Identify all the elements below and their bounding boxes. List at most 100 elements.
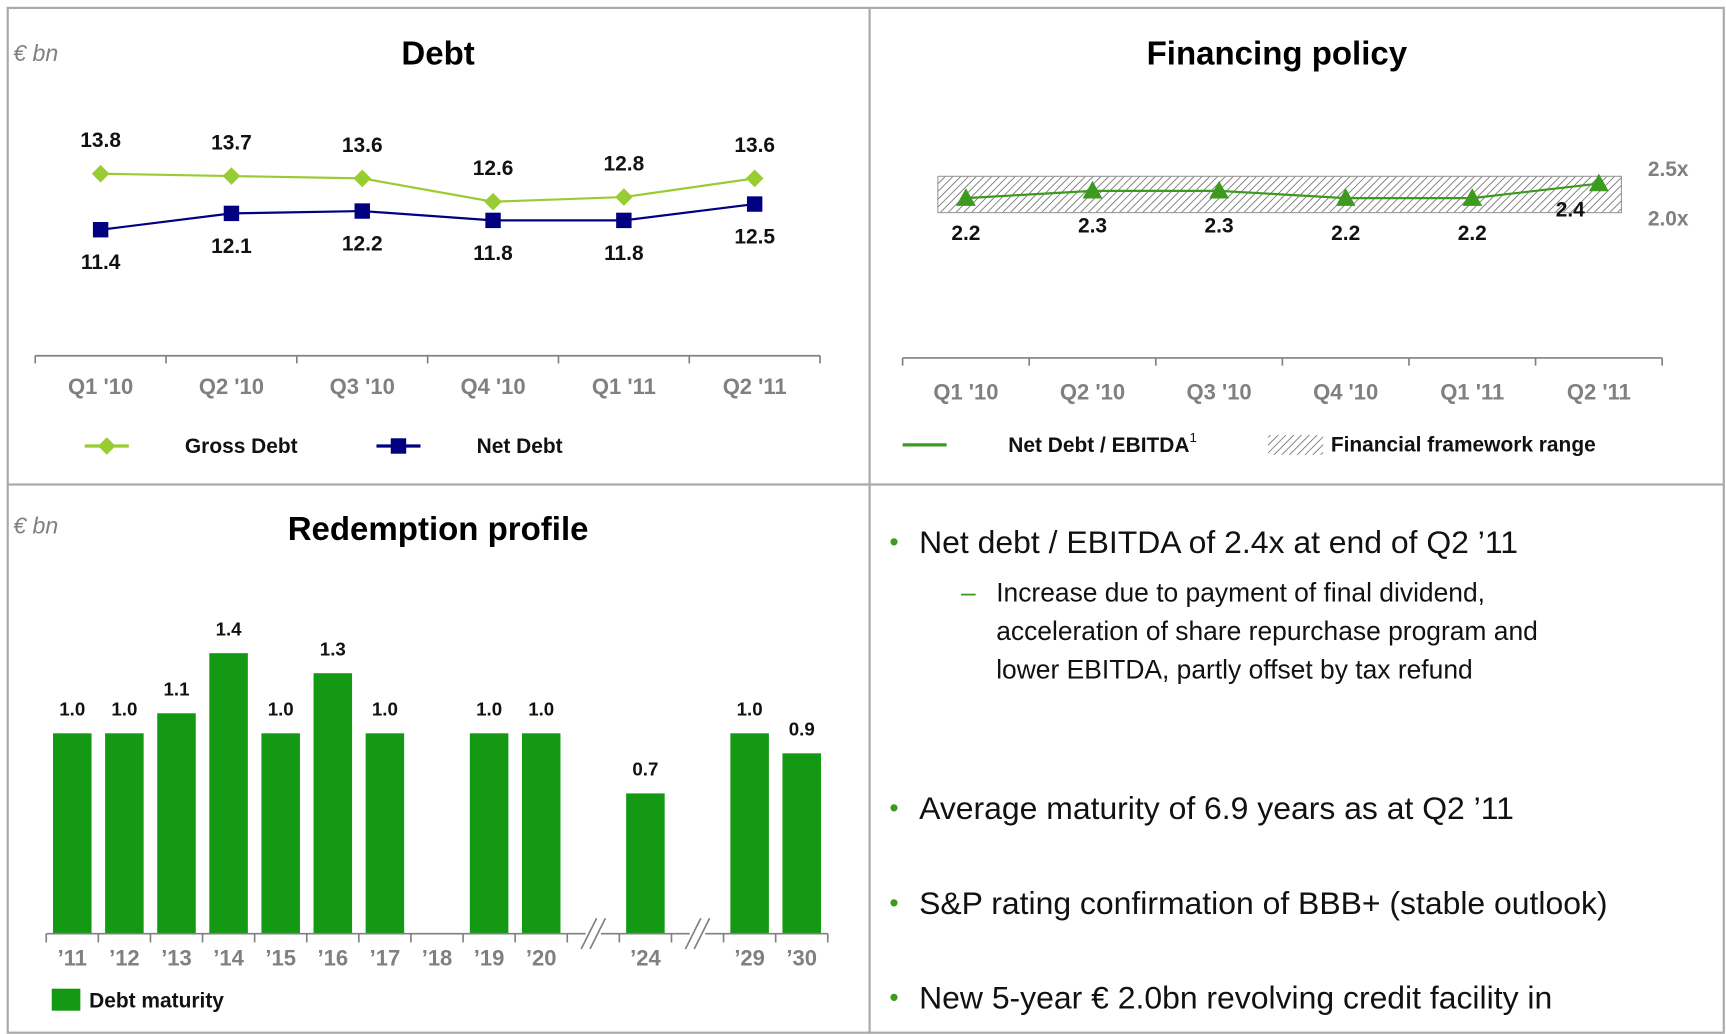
point bbox=[956, 188, 976, 206]
chart-title: Debt bbox=[401, 35, 474, 72]
data-label: 1.0 bbox=[737, 699, 763, 720]
axis-break bbox=[589, 917, 607, 950]
axis-break bbox=[580, 917, 598, 950]
axis-break bbox=[684, 917, 702, 950]
x-tick-label: Q1 '11 bbox=[1440, 380, 1504, 405]
data-label: 1.3 bbox=[320, 638, 346, 659]
x-tick-label: Q4 '10 bbox=[460, 374, 525, 399]
band-label: 2.0x bbox=[1648, 208, 1689, 231]
data-label: 0.9 bbox=[789, 719, 815, 740]
bar bbox=[105, 733, 144, 934]
x-tick-label: Q2 '10 bbox=[199, 374, 264, 399]
footnote-marker: 1 bbox=[1190, 430, 1197, 445]
point bbox=[91, 164, 110, 183]
x-tick-label: Q1 '11 bbox=[592, 374, 656, 399]
chart-title: Financing policy bbox=[1147, 35, 1408, 72]
sub-bullet-text: Increase due to payment of final dividen… bbox=[996, 577, 1485, 607]
legend-symbol bbox=[390, 438, 407, 454]
bullet-text: Average maturity of 6.9 years as at Q2 ’… bbox=[919, 790, 1514, 826]
x-tick-label: ’30 bbox=[786, 945, 817, 970]
x-tick-label: Q2 '10 bbox=[1060, 380, 1125, 405]
data-label: 12.8 bbox=[604, 153, 645, 176]
bar bbox=[157, 713, 196, 934]
point bbox=[222, 167, 241, 185]
x-tick-label: ’15 bbox=[265, 945, 296, 970]
data-label: 11.4 bbox=[81, 251, 121, 274]
bullet-dot: • bbox=[889, 888, 898, 918]
point bbox=[1462, 188, 1483, 206]
bar bbox=[730, 733, 769, 934]
data-label: 0.7 bbox=[632, 759, 658, 780]
data-label: 2.2 bbox=[951, 222, 980, 245]
legend-label: Financial framework range bbox=[1331, 433, 1596, 456]
data-label: 2.3 bbox=[1078, 215, 1107, 238]
x-tick-label: ’11 bbox=[58, 945, 87, 970]
bar bbox=[209, 653, 248, 934]
legend-label: Net Debt bbox=[477, 435, 563, 458]
point bbox=[485, 212, 501, 229]
data-label: 13.6 bbox=[342, 134, 383, 157]
legend-text: Net Debt / EBITDA bbox=[1008, 433, 1189, 456]
data-label: 12.5 bbox=[734, 226, 775, 249]
legend-text: Net Debt bbox=[477, 435, 563, 458]
legend-swatch bbox=[1268, 434, 1324, 455]
x-tick-label: ’18 bbox=[422, 945, 453, 970]
sub-bullet-text: acceleration of share repurchase program… bbox=[996, 616, 1538, 646]
x-tick-label: ’16 bbox=[318, 945, 349, 970]
x-tick-label: ’19 bbox=[474, 945, 505, 970]
x-tick-label: Q3 '10 bbox=[330, 374, 395, 399]
data-label: 1.0 bbox=[268, 699, 294, 720]
point bbox=[745, 169, 764, 188]
sub-dash: – bbox=[961, 577, 976, 607]
data-label: 2.4 bbox=[1556, 198, 1585, 221]
bullet-text: S&P rating confirmation of BBB+ (stable … bbox=[919, 885, 1607, 921]
x-tick-label: Q4 '10 bbox=[1313, 380, 1378, 405]
x-tick-label: Q2 '11 bbox=[723, 374, 787, 399]
legend-label: Gross Debt bbox=[185, 435, 298, 458]
bullet-dot: • bbox=[889, 982, 898, 1012]
unit-label: € bn bbox=[13, 512, 58, 538]
bullet-dot: • bbox=[889, 793, 898, 823]
bar bbox=[626, 793, 665, 934]
x-tick-label: ’29 bbox=[734, 945, 765, 970]
point bbox=[353, 169, 372, 188]
axis-break-gap bbox=[689, 918, 706, 950]
point bbox=[616, 212, 632, 229]
x-tick-label: Q2 '11 bbox=[1567, 380, 1631, 405]
x-tick-label: ’14 bbox=[213, 945, 244, 970]
point bbox=[223, 205, 240, 222]
legend-label: Net Debt / EBITDA1 bbox=[1008, 430, 1197, 457]
x-tick-label: ’12 bbox=[109, 945, 140, 970]
data-label: 1.0 bbox=[372, 699, 398, 720]
data-label: 11.8 bbox=[473, 242, 513, 265]
x-tick-label: ’13 bbox=[161, 945, 192, 970]
legend-label: Debt maturity bbox=[89, 989, 224, 1012]
data-label: 1.0 bbox=[528, 699, 554, 720]
data-label: 2.2 bbox=[1331, 222, 1360, 245]
data-label: 13.8 bbox=[80, 129, 121, 152]
axis-break bbox=[693, 917, 711, 950]
data-label: 1.1 bbox=[163, 679, 189, 700]
series-line bbox=[100, 202, 755, 231]
data-label: 1.4 bbox=[216, 618, 243, 639]
bar bbox=[365, 733, 405, 934]
bullet-dot: • bbox=[889, 527, 898, 557]
point bbox=[615, 188, 633, 206]
x-tick-label: Q3 '10 bbox=[1187, 380, 1252, 405]
bullet-text: New 5-year € 2.0bn revolving credit faci… bbox=[919, 979, 1552, 1015]
axis-break-gap bbox=[585, 918, 602, 950]
point bbox=[1588, 173, 1609, 192]
data-label: 1.0 bbox=[476, 699, 502, 720]
legend-text: Gross Debt bbox=[185, 435, 298, 458]
x-tick-label: ’17 bbox=[370, 945, 401, 970]
data-label: 13.7 bbox=[211, 132, 252, 155]
data-label: 11.8 bbox=[604, 242, 644, 265]
bullet-text: Net debt / EBITDA of 2.4x at end of Q2 ’… bbox=[919, 524, 1518, 560]
bar bbox=[261, 733, 300, 934]
x-tick-label: ’20 bbox=[526, 945, 557, 970]
bar bbox=[469, 733, 509, 934]
point bbox=[354, 203, 370, 219]
x-tick-label: Q1 '10 bbox=[933, 380, 998, 405]
bar bbox=[313, 673, 353, 934]
